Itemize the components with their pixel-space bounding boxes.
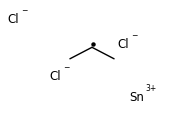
Text: Cl: Cl — [118, 38, 129, 51]
Text: −: − — [132, 31, 138, 40]
Text: Cl: Cl — [50, 70, 61, 83]
Text: 3+: 3+ — [145, 83, 157, 92]
Text: −: − — [21, 6, 28, 14]
Text: Cl: Cl — [7, 13, 19, 26]
Text: −: − — [63, 63, 70, 71]
Text: Sn: Sn — [129, 90, 144, 103]
